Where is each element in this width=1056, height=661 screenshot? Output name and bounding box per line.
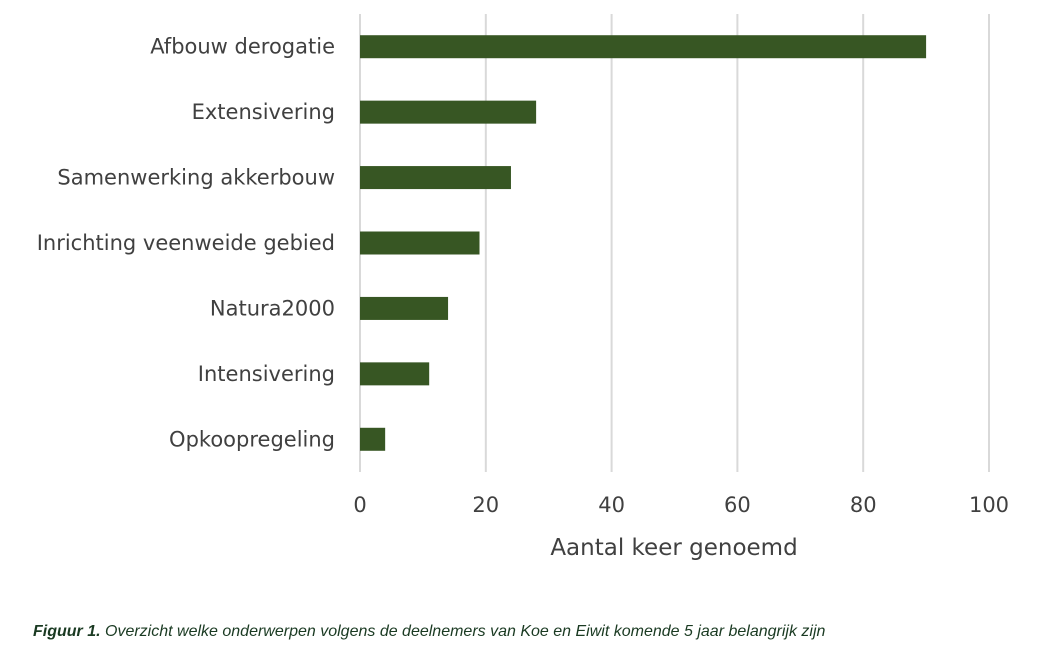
x-axis-title: Aantal keer genoemd: [550, 535, 797, 561]
category-label: Afbouw derogatie: [150, 35, 335, 59]
x-tick-labels: 0 20 40 60 80 100: [353, 493, 1009, 517]
bar: [360, 35, 927, 59]
category-label: Samenwerking akkerbouw: [57, 166, 335, 190]
bar: [360, 166, 511, 190]
bar-chart: Afbouw derogatie Extensivering Samenwerkin…: [37, 14, 1009, 561]
bar: [360, 100, 537, 124]
category-labels: Afbouw derogatie Extensivering Samenwerkin…: [37, 35, 335, 452]
x-tick-label: 20: [472, 493, 499, 517]
figure-caption: Figuur 1. Overzicht welke onderwerpen vo…: [33, 623, 825, 641]
x-tick-label: 60: [724, 493, 751, 517]
x-tick-label: 100: [969, 493, 1009, 517]
caption-lead: Figuur 1.: [33, 623, 101, 640]
x-tick-label: 80: [850, 493, 877, 517]
bars: [360, 35, 927, 451]
x-tick-label: 40: [598, 493, 625, 517]
bar: [360, 296, 449, 320]
gridlines: [359, 14, 990, 472]
x-tick-label: 0: [353, 493, 366, 517]
caption-text: Overzicht welke onderwerpen volgens de d…: [100, 623, 826, 640]
category-label: Inrichting veenweide gebied: [37, 231, 335, 255]
bar: [360, 427, 386, 451]
bar: [360, 231, 480, 255]
category-label: Natura2000: [210, 296, 335, 320]
category-label: Extensivering: [192, 100, 335, 124]
category-label: Opkoopregeling: [169, 427, 335, 451]
bar: [360, 362, 430, 386]
category-label: Intensivering: [198, 362, 335, 386]
